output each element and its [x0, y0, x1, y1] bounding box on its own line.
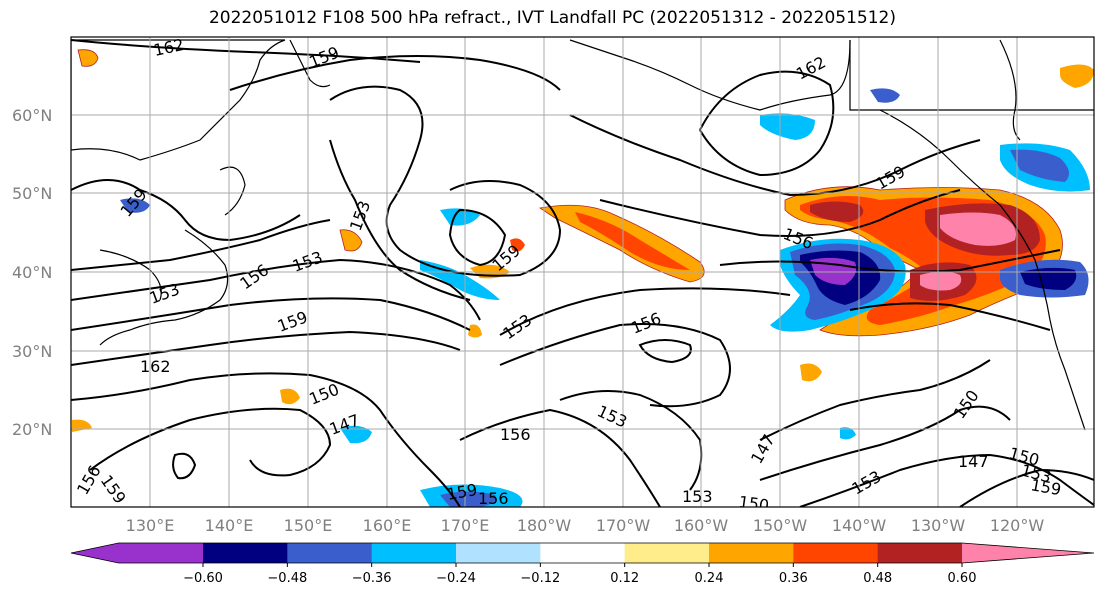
lat-label-60n: 60°N: [12, 106, 52, 125]
colorbar: −0.60 −0.48 −0.36 −0.24 −0.12 0.12 0.24 0.36 0.4…: [70, 542, 1095, 586]
lat-label-30n: 30°N: [12, 342, 52, 361]
contour-label: 153: [682, 487, 713, 506]
lon-label: 160°W: [674, 516, 729, 535]
colorbar-tick-label: −0.36: [352, 571, 392, 586]
lon-label: 140°E: [205, 516, 254, 535]
lon-label: 170°E: [441, 516, 490, 535]
colorbar-tick-label: 0.24: [695, 571, 724, 586]
colorbar-swatch: [456, 543, 541, 563]
lon-label: 150°W: [753, 516, 808, 535]
contour-label: 162: [152, 35, 186, 60]
plot-frame: [70, 36, 1095, 508]
lat-label-40n: 40°N: [12, 263, 52, 282]
coastlines: [71, 39, 1094, 431]
colorbar-swatch: [624, 543, 710, 563]
lat-label-50n: 50°N: [12, 184, 52, 203]
colorbar-swatch: [877, 543, 963, 563]
lon-label: 180°W: [517, 516, 572, 535]
colorbar-swatch: [962, 543, 1094, 563]
colorbar-tick-label: −0.12: [520, 571, 560, 586]
colorbar-outline: [70, 542, 1095, 564]
lon-label: 150°E: [284, 516, 333, 535]
colorbar-tick-label: 0.36: [779, 571, 808, 586]
lon-label: 130°E: [126, 516, 175, 535]
colorbar-swatch: [287, 543, 373, 563]
lat-label-20n: 20°N: [12, 420, 52, 439]
latitude-axis: 60°N 50°N 40°N 30°N 20°N: [12, 106, 52, 439]
colorbar-tick-label: −0.48: [267, 571, 307, 586]
contour-label: 156: [478, 489, 509, 508]
lon-label: 160°E: [363, 516, 412, 535]
colorbar-tick-label: −0.24: [436, 571, 476, 586]
colorbar-swatch: [71, 543, 203, 563]
lon-label: 120°W: [990, 516, 1045, 535]
colorbar-swatch: [793, 543, 879, 563]
graticule: [71, 37, 1094, 507]
colorbar-tick-label: −0.60: [183, 571, 223, 586]
refractivity-contours: [71, 39, 1094, 507]
contour-label: 162: [140, 357, 171, 376]
lon-label: 140°W: [832, 516, 887, 535]
lon-label: 130°W: [911, 516, 966, 535]
longitude-axis: 130°E 140°E 150°E 160°E 170°E 180°W 170°…: [126, 516, 1045, 535]
map-title: 2022051012 F108 500 hPa refract., IVT La…: [208, 8, 896, 28]
colorbar-swatch: [709, 543, 794, 563]
colorbar-swatch: [540, 543, 626, 563]
colorbar-tick-label: 0.60: [948, 571, 977, 586]
colorbar-swatch: [203, 543, 288, 563]
contour-label: 150: [737, 492, 770, 515]
contour-label: 156: [500, 425, 531, 444]
colorbar-tick-label: 0.48: [863, 571, 892, 586]
colorbar-swatch: [371, 543, 457, 563]
contour-label: 147: [958, 452, 989, 471]
lon-label: 170°W: [596, 516, 651, 535]
colorbar-tick-label: 0.12: [610, 571, 639, 586]
